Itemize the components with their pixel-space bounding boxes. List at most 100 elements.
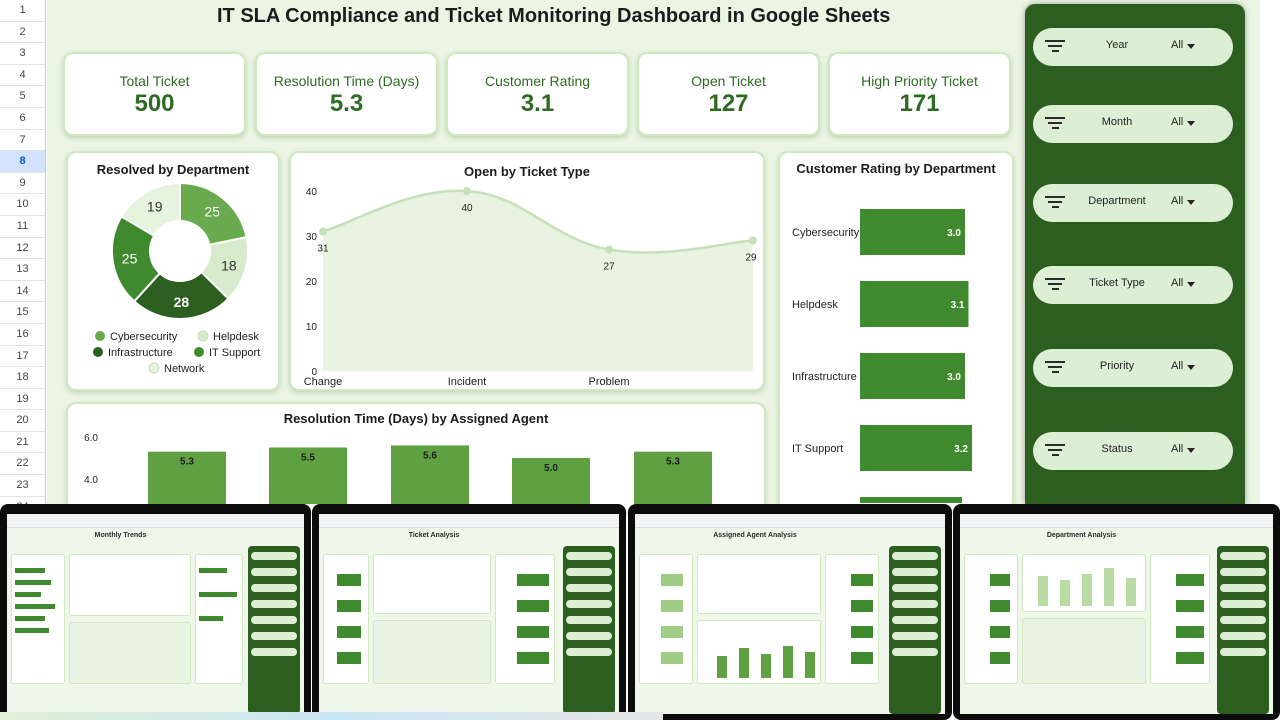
row-number[interactable]: 21: [0, 432, 45, 454]
row-number[interactable]: 23: [0, 475, 45, 497]
donut-data-label: 18: [221, 257, 237, 273]
chart-title: Resolution Time (Days) by Assigned Agent: [283, 411, 549, 426]
row-number[interactable]: 20: [0, 410, 45, 432]
row-number[interactable]: 16: [0, 324, 45, 346]
open-by-ticket-type-card[interactable]: Open by Ticket Type 0 10 20 30 40 31 40 27 29 Cha…: [289, 151, 765, 391]
horizontal-bar-chart: Cybersecurity 3.0 Helpdesk 3.1 Infrastructur…: [792, 209, 972, 503]
area-point: [463, 187, 471, 195]
y-tick-label: 30: [306, 232, 318, 243]
thumbnail-dashboard: [7, 528, 304, 714]
legend-label: Network: [164, 363, 205, 375]
kpi-card-high-priority: High Priority Ticket 171: [828, 52, 1011, 136]
legend-label: IT Support: [209, 347, 260, 359]
row-number[interactable]: 17: [0, 346, 45, 368]
thumbnail-department-analysis[interactable]: Department Analysis: [953, 504, 1280, 720]
row-number[interactable]: 8: [0, 151, 45, 173]
slicer-value: All: [1171, 277, 1184, 289]
dropdown-caret-icon[interactable]: [1187, 121, 1195, 126]
resolution-time-by-agent-card[interactable]: Resolution Time (Days) by Assigned Agent…: [66, 402, 766, 512]
vbar-agent-1: [148, 451, 226, 504]
kpi-card-total-ticket: Total Ticket 500: [63, 52, 246, 136]
row-number[interactable]: 12: [0, 238, 45, 260]
dropdown-caret-icon[interactable]: [1187, 200, 1195, 205]
slicer-status[interactable]: Status All: [1033, 432, 1233, 470]
bottom-strip: [0, 712, 663, 720]
slicer-label: Priority: [1099, 360, 1135, 372]
donut-data-label: 25: [204, 203, 220, 219]
row-number[interactable]: 13: [0, 259, 45, 281]
kpi-card-resolution-time: Resolution Time (Days) 5.3: [255, 52, 438, 136]
thumbnail-toolbar: [319, 514, 619, 528]
row-number[interactable]: 1: [0, 0, 45, 22]
row-number[interactable]: 7: [0, 130, 45, 152]
slicer-value: All: [1171, 195, 1184, 207]
row-number[interactable]: 19: [0, 389, 45, 411]
row-number[interactable]: 14: [0, 281, 45, 303]
kpi-label: Resolution Time (Days): [273, 73, 420, 89]
thumbnail-title: Department Analysis: [1046, 532, 1117, 539]
area-point: [605, 245, 613, 254]
thumbnail-toolbar: [960, 514, 1273, 528]
thumbnail-title: Ticket Analysis: [408, 532, 460, 539]
hbar-data-label: 3.0: [947, 372, 961, 383]
row-number[interactable]: 5: [0, 86, 45, 108]
row-number[interactable]: 2: [0, 22, 45, 44]
slicer-label: Department: [1088, 195, 1146, 207]
legend-swatch: [148, 362, 160, 374]
slicer-priority[interactable]: Priority All: [1033, 349, 1233, 387]
thumbnail-slicer-panel: [1217, 546, 1269, 714]
legend-swatch: [95, 331, 105, 341]
thumbnail-title: Monthly Trends: [94, 532, 147, 539]
vbar-data-label: 5.5: [301, 453, 315, 464]
kpi-value: 500: [134, 90, 175, 117]
row-number[interactable]: 6: [0, 108, 45, 130]
chart-title: Resolved by Department: [96, 162, 250, 177]
slicer-ticket-type[interactable]: Ticket Type All: [1033, 266, 1233, 304]
row-number[interactable]: 11: [0, 216, 45, 238]
y-tick-label: Infrastructure: [792, 371, 857, 383]
row-number[interactable]: 15: [0, 302, 45, 324]
resolved-by-department-card[interactable]: Resolved by Department 25 18 28 25 19 Cyberse…: [66, 151, 280, 391]
row-number[interactable]: 22: [0, 453, 45, 476]
x-tick-label: Problem: [589, 376, 630, 388]
donut-slice-infrastructure: [132, 270, 230, 320]
dropdown-caret-icon[interactable]: [1187, 365, 1195, 370]
row-number[interactable]: 4: [0, 65, 45, 87]
dropdown-caret-icon[interactable]: [1187, 282, 1195, 287]
filter-icon: [1045, 361, 1065, 375]
kpi-card-customer-rating: Customer Rating 3.1: [446, 52, 629, 136]
row-number[interactable]: 3: [0, 43, 45, 65]
slicer-panel: Year All Month All Department All Ticket…: [1025, 4, 1245, 504]
thumbnail-ticket-analysis[interactable]: Ticket Analysis: [312, 504, 626, 720]
hbar-partial: [860, 497, 962, 503]
row-number[interactable]: 10: [0, 194, 45, 216]
hbar-helpdesk: [860, 281, 969, 327]
y-tick-label: 20: [306, 277, 318, 288]
row-number[interactable]: 18: [0, 367, 45, 389]
filter-icon: [1045, 196, 1065, 210]
slicer-year[interactable]: Year All: [1033, 28, 1233, 66]
vbar-data-label: 5.3: [666, 457, 680, 468]
dropdown-caret-icon[interactable]: [1187, 44, 1195, 49]
kpi-value: 5.3: [329, 90, 364, 117]
row-number[interactable]: 9: [0, 173, 45, 195]
kpi-label: Total Ticket: [119, 73, 190, 89]
slicer-department[interactable]: Department All: [1033, 184, 1233, 222]
customer-rating-by-department-card[interactable]: Customer Rating by Department Cybersecur…: [778, 151, 1014, 511]
slicer-month[interactable]: Month All: [1033, 105, 1233, 143]
legend-label: Helpdesk: [213, 331, 259, 343]
x-tick-label: Incident: [448, 376, 487, 388]
dropdown-caret-icon[interactable]: [1187, 448, 1195, 453]
legend-swatch: [194, 347, 204, 357]
thumbnail-monthly-trends[interactable]: Monthly Trends: [0, 504, 311, 720]
vbar-agent-3: [391, 445, 469, 504]
kpi-value: 127: [708, 90, 749, 117]
thumbnail-slicer-panel: [889, 546, 941, 714]
hbar-it-support: [860, 425, 972, 471]
y-tick-label: 0: [311, 367, 317, 378]
slicer-value: All: [1171, 443, 1184, 455]
thumbnail-toolbar: [7, 514, 304, 528]
legend-label: Infrastructure: [108, 347, 173, 359]
hbar-data-label: 3.1: [951, 300, 965, 311]
thumbnail-assigned-agent-analysis[interactable]: Assigned Agent Analysis: [628, 504, 952, 720]
